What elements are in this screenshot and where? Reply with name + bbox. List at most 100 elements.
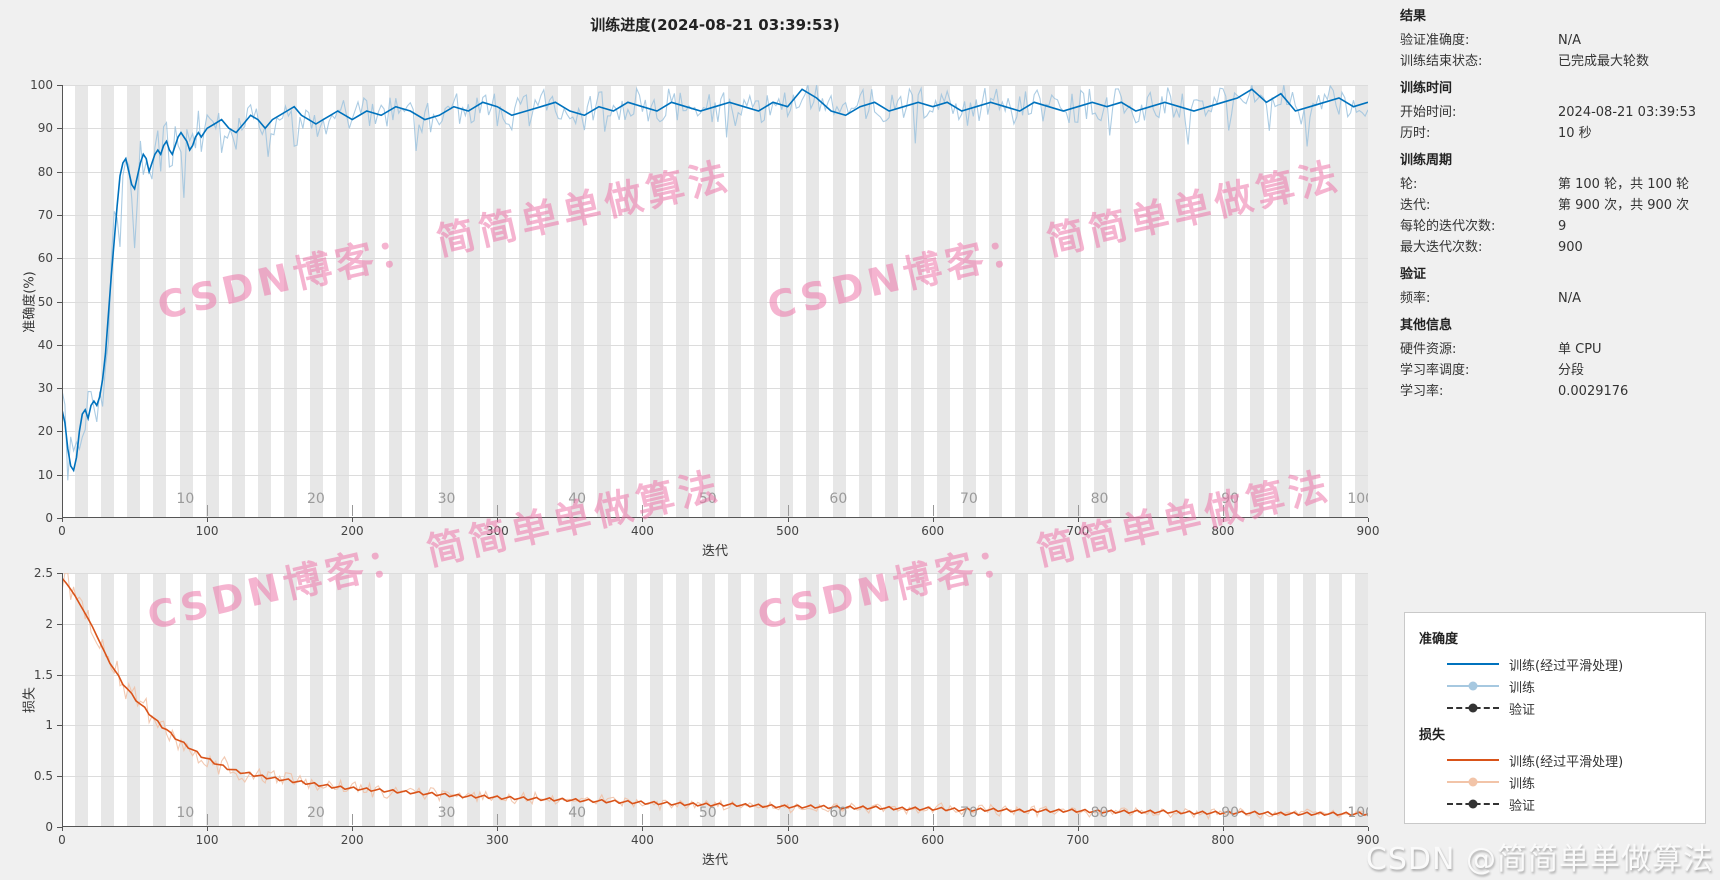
panel-row: 轮: 第 100 轮，共 100 轮 — [1400, 176, 1715, 193]
legend-item-label: 验证 — [1509, 702, 1536, 718]
panel-row: 每轮的迭代次数: 9 — [1400, 218, 1715, 235]
curve-raw-loss — [62, 573, 1368, 821]
x-tick-label: 300 — [485, 833, 509, 847]
epoch-band — [153, 573, 167, 827]
y-tick-label: 20 — [37, 424, 53, 439]
panel-row-value: 第 100 轮，共 100 轮 — [1558, 177, 1690, 192]
gridline — [62, 776, 1368, 778]
legend-item: 训练(经过平滑处理) — [1419, 653, 1705, 675]
x-tick-label: 800 — [1211, 524, 1235, 538]
x-tick-label: 0 — [58, 833, 66, 847]
epoch-band — [754, 573, 768, 827]
legend-group-heading: 准确度 — [1419, 632, 1459, 647]
epoch-tick — [787, 505, 789, 516]
y-tick-mark — [57, 623, 62, 625]
epoch-band — [1093, 573, 1107, 827]
panel-section-heading: 其他信息 — [1400, 318, 1453, 333]
epoch-label: 20 — [307, 805, 325, 821]
x-tick-mark — [352, 827, 354, 831]
epoch-label: 100 — [1347, 491, 1368, 507]
gridline — [62, 258, 1368, 260]
epoch-tick — [642, 814, 644, 825]
panel-row-label: 训练结束状态: — [1400, 54, 1483, 69]
x-tick-mark — [932, 518, 934, 522]
x-tick-label: 0 — [58, 524, 66, 538]
x-tick-label: 100 — [195, 524, 219, 538]
y-tick-label: 80 — [37, 164, 53, 179]
gridline — [62, 214, 1368, 216]
panel-row-value: 9 — [1558, 219, 1567, 234]
y-tick-label: 0.5 — [33, 769, 53, 784]
panel-row-value: 单 CPU — [1558, 342, 1602, 357]
epoch-band — [1328, 573, 1342, 827]
gridline — [62, 474, 1368, 476]
epoch-band — [571, 573, 585, 827]
epoch-band — [519, 573, 533, 827]
x-tick-label: 400 — [630, 524, 654, 538]
panel-row-label: 频率: — [1400, 291, 1431, 306]
legend-item-label: 训练(经过平滑处理) — [1509, 658, 1624, 674]
epoch-band — [75, 573, 89, 827]
panel-row-label: 开始时间: — [1400, 105, 1457, 120]
epoch-label: 50 — [698, 805, 717, 821]
epoch-band — [101, 573, 115, 827]
epoch-band — [1119, 573, 1133, 827]
epoch-band — [649, 573, 663, 827]
epoch-band — [1041, 573, 1055, 827]
y-axis-title-loss: 损失 — [22, 686, 38, 714]
gridline — [62, 301, 1368, 303]
curves-accuracy — [62, 85, 1368, 481]
gridline — [62, 85, 1368, 86]
legend-sample-dashed-marker — [1447, 799, 1499, 809]
y-tick-label: 2 — [45, 616, 53, 631]
epoch-band — [806, 573, 820, 827]
epoch-label: 80 — [1090, 491, 1109, 507]
legend: 准确度 训练(经过平滑处理) 训练 验证 损失 训练(经过平滑处理) 训练 验证 — [1404, 612, 1706, 824]
epoch-band — [336, 573, 350, 827]
x-tick-label: 900 — [1356, 833, 1380, 847]
gridline — [62, 388, 1368, 390]
gridline — [62, 725, 1368, 727]
epoch-tick — [497, 814, 499, 825]
y-tick-mark — [57, 258, 62, 260]
epoch-band — [414, 573, 428, 827]
x-tick-mark — [207, 518, 209, 522]
legend-item-label: 验证 — [1509, 798, 1536, 814]
x-axis-title-accuracy: 迭代 — [701, 544, 729, 559]
x-tick-label: 500 — [776, 833, 799, 847]
epoch-label: 40 — [568, 491, 587, 507]
epoch-band — [388, 573, 402, 827]
y-tick-mark — [57, 301, 62, 303]
legend-marker-dot — [1468, 681, 1478, 691]
x-tick-label: 100 — [195, 833, 219, 847]
y-tick-label: 2.5 — [33, 566, 53, 580]
epoch-band — [910, 573, 924, 827]
gridline — [62, 171, 1368, 173]
y-tick-mark — [57, 776, 62, 778]
results-panel: 结果 验证准确度: N/A 训练结束状态: 已完成最大轮数 训练时间 开始时间: 2024-0… — [1400, 8, 1715, 404]
legend-marker-dot — [1468, 703, 1478, 713]
epoch-band — [1172, 573, 1186, 827]
y-tick-label: 90 — [37, 121, 53, 136]
epoch-band — [310, 573, 324, 827]
x-tick-mark — [787, 518, 789, 522]
x-tick-label: 300 — [485, 524, 509, 538]
epoch-band — [440, 573, 454, 827]
legend-item-label: 训练 — [1509, 680, 1536, 696]
panel-row-value: 0.0029176 — [1558, 384, 1629, 399]
x-tick-mark — [642, 827, 644, 831]
panel-section-heading: 训练时间 — [1400, 81, 1453, 96]
legend-sample-marker — [1447, 777, 1499, 787]
x-tick-mark — [62, 518, 63, 522]
legend-item: 验证 — [1419, 793, 1705, 815]
panel-row-value: N/A — [1558, 33, 1581, 48]
y-tick-mark — [57, 344, 62, 346]
epoch-band — [1276, 573, 1290, 827]
panel-row-label: 验证准确度: — [1400, 33, 1470, 48]
epoch-band — [1145, 573, 1160, 827]
panel-row: 学习率调度: 分段 — [1400, 362, 1715, 379]
panel-row: 最大迭代次数: 900 — [1400, 239, 1715, 256]
curve-raw-accuracy — [62, 85, 1368, 481]
plot-area-loss: 10 20 30 40 50 60 70 80 90 100 — [62, 573, 1368, 827]
epoch-label: 70 — [960, 805, 978, 821]
